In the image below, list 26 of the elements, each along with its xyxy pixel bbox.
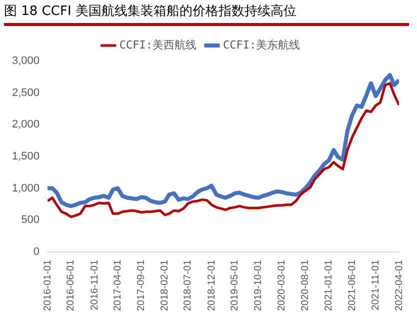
x-tick-label: 2016-01-01 bbox=[42, 259, 54, 312]
x-tick-label: 2017-09-01 bbox=[136, 259, 148, 312]
y-tick-label: 3,000 bbox=[12, 55, 40, 68]
y-tick-label: 2,500 bbox=[12, 86, 40, 99]
x-tick-label: 2021-11-01 bbox=[370, 259, 382, 310]
y-tick-label: 500 bbox=[21, 214, 40, 226]
x-tick-label: 2017-04-01 bbox=[112, 259, 124, 312]
legend-label: CCFI:美西航线 bbox=[119, 38, 197, 52]
y-tick-label: 2,000 bbox=[12, 118, 40, 131]
legend-label: CCFI:美东航线 bbox=[223, 38, 300, 52]
x-tick-label: 2019-10-01 bbox=[253, 259, 264, 312]
x-tick-label: 2018-07-01 bbox=[182, 259, 194, 312]
x-tick-label: 2018-02-01 bbox=[160, 259, 171, 312]
x-tick-label: 2021-06-01 bbox=[346, 259, 358, 312]
x-tick-label: 2021-01-01 bbox=[324, 259, 335, 312]
x-tick-label: 2016-06-01 bbox=[66, 259, 77, 312]
y-tick-label: 0 bbox=[33, 246, 40, 258]
y-tick-label: 1,500 bbox=[12, 150, 40, 162]
chart-title: 图 18 CCFI 美国航线集装箱船的价格指数持续高位 bbox=[4, 2, 409, 26]
y-tick-label: 1,000 bbox=[12, 182, 40, 194]
x-tick-label: 2022-04-01 bbox=[394, 259, 405, 312]
x-tick-label: 2019-05-01 bbox=[230, 259, 241, 312]
x-tick-label: 2020-08-01 bbox=[300, 259, 312, 312]
x-tick-label: 2018-12-01 bbox=[206, 259, 218, 312]
x-tick-label: 2020-03-01 bbox=[276, 259, 288, 312]
x-tick-label: 2016-11-01 bbox=[89, 259, 100, 310]
